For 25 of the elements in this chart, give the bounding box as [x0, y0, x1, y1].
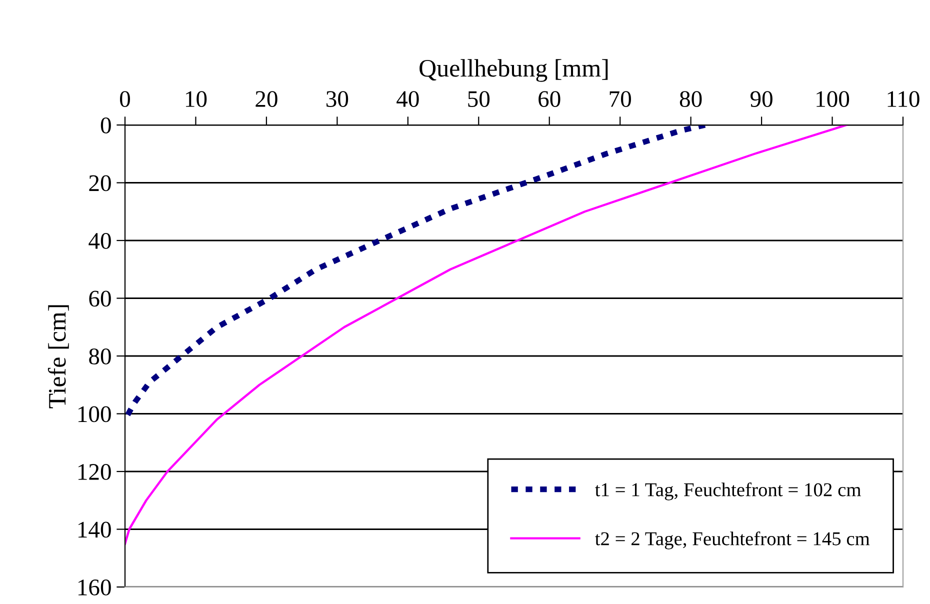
x-tick-label: 70: [610, 91, 631, 108]
x-tick-label: 30: [326, 91, 348, 108]
y-tick-label: 120: [78, 464, 111, 480]
y-tick-label: 80: [89, 348, 111, 364]
x-tick-label: 110: [888, 91, 920, 108]
x-tick-label: 20: [256, 91, 278, 108]
legend-label: t1 = 1 Tag, Feuchtefront = 102 cm: [595, 482, 862, 500]
x-tick-label: 10: [186, 91, 207, 108]
x-tick-label: 60: [538, 91, 560, 108]
y-tick-label: 140: [78, 522, 111, 538]
x-tick-label: 100: [816, 91, 850, 108]
x-tick-label: 80: [680, 91, 702, 108]
legend-label: t2 = 2 Tage, Feuchtefront = 145 cm: [595, 531, 870, 550]
y-tick-label: 40: [88, 232, 111, 249]
x-tick-label: 0: [120, 91, 130, 108]
x-tick-label: 90: [750, 91, 772, 108]
y-tick-label: 20: [89, 175, 111, 192]
y-tick-label: 160: [78, 579, 111, 596]
y-tick-label: 60: [89, 290, 111, 307]
y-tick-label: 100: [78, 406, 111, 422]
y-tick-label: 0: [100, 117, 111, 134]
x-tick-label: 50: [468, 91, 490, 108]
x-axis-title: Quellhebung [mm]: [420, 59, 608, 82]
y-axis-title: Tiefe [cm]: [48, 305, 69, 408]
x-tick-label: 40: [396, 91, 419, 108]
